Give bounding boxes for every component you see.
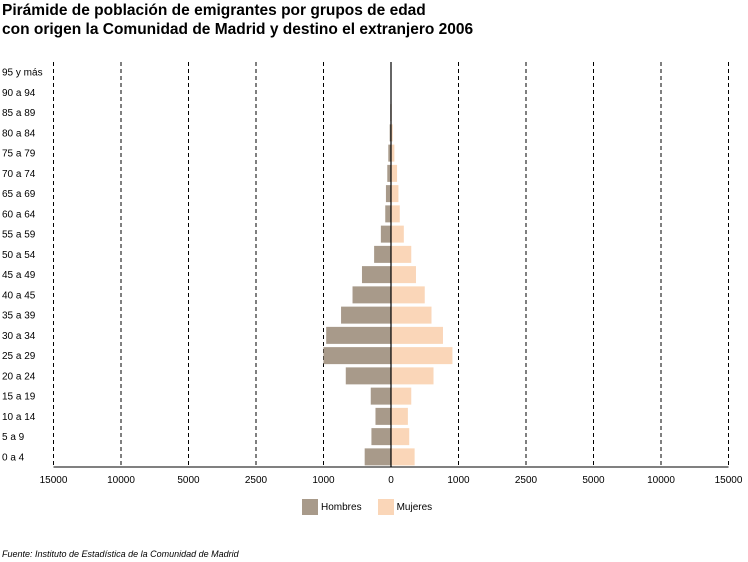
bar-hombres — [352, 286, 391, 304]
age-group-label: 15 a 19 — [2, 392, 36, 403]
age-group-label: 30 a 34 — [2, 331, 36, 342]
bar-mujeres — [391, 367, 434, 385]
chart-legend: Hombres Mujeres — [302, 499, 448, 515]
population-pyramid-chart: 15000 10000 5000 2500 1000 0 1000 2500 5000 10000… — [2, 62, 743, 486]
bar-hombres — [375, 407, 391, 425]
bar-mujeres — [391, 205, 400, 223]
legend-item-mujeres: Mujeres — [377, 499, 433, 515]
x-tick-label: 10000 — [107, 475, 135, 486]
bar-hombres — [364, 448, 391, 466]
bar-hombres — [361, 266, 391, 284]
bar-hombres — [389, 124, 391, 142]
source-note: Fuente: Instituto de Estadística de la C… — [2, 549, 239, 559]
age-group-label: 85 a 89 — [2, 108, 36, 119]
labels-layer: 15000 10000 5000 2500 1000 0 1000 2500 5000 10000… — [2, 68, 743, 486]
bar-mujeres — [391, 407, 408, 425]
bar-mujeres — [391, 185, 399, 203]
x-tick-label: 1000 — [312, 475, 335, 486]
age-group-label: 35 a 39 — [2, 311, 36, 322]
chart-title-line-2: con origen la Comunidad de Madrid y dest… — [2, 21, 474, 38]
age-group-label: 40 a 45 — [2, 290, 36, 301]
legend-label-hombres: Hombres — [321, 501, 362, 513]
age-group-label: 20 a 24 — [2, 371, 36, 382]
bar-hombres — [326, 326, 391, 344]
x-tick-label: 2500 — [245, 475, 268, 486]
bar-mujeres — [391, 164, 398, 182]
bar-hombres — [323, 347, 391, 365]
age-group-label: 5 a 9 — [2, 432, 25, 443]
bar-hombres — [388, 144, 391, 162]
legend-swatch-mujeres — [377, 499, 394, 515]
x-tick-label: 15000 — [715, 475, 743, 486]
age-group-label: 0 a 4 — [2, 452, 25, 463]
bar-mujeres — [391, 306, 432, 324]
axis-layer — [53, 62, 729, 468]
bar-mujeres — [391, 144, 395, 162]
age-group-label: 60 a 64 — [2, 209, 36, 220]
grid-layer — [53, 62, 729, 467]
x-tick-label: 15000 — [40, 475, 68, 486]
age-group-label: 50 a 54 — [2, 250, 36, 261]
age-group-label: 70 a 74 — [2, 169, 36, 180]
bar-mujeres — [391, 428, 410, 446]
age-group-label: 95 y más — [2, 68, 43, 79]
x-tick-label: 5000 — [582, 475, 605, 486]
x-tick-label: 2500 — [515, 475, 538, 486]
bar-hombres — [380, 225, 391, 243]
bar-hombres — [370, 387, 391, 405]
age-group-label: 25 a 29 — [2, 351, 36, 362]
chart-title: Pirámide de población de emigrantes por … — [2, 1, 473, 39]
bar-hombres — [385, 205, 391, 223]
bar-mujeres — [391, 347, 453, 365]
bars-layer — [323, 104, 453, 466]
x-tick-label: 1000 — [447, 475, 470, 486]
age-group-label: 45 a 49 — [2, 270, 36, 281]
bar-hombres — [374, 245, 391, 263]
bar-mujeres — [391, 225, 404, 243]
chart-title-line-1: Pirámide de población de emigrantes por … — [2, 2, 426, 19]
bar-hombres — [385, 185, 391, 203]
bar-mujeres — [391, 387, 412, 405]
bar-hombres — [345, 367, 391, 385]
age-group-label: 10 a 14 — [2, 412, 36, 423]
bar-hombres — [371, 428, 391, 446]
age-group-label: 75 a 79 — [2, 149, 36, 160]
legend-swatch-hombres — [302, 499, 318, 515]
age-group-label: 65 a 69 — [2, 189, 36, 200]
legend-item-hombres: Hombres — [302, 499, 362, 515]
bar-hombres — [387, 164, 391, 182]
x-tick-label: 5000 — [177, 475, 200, 486]
x-tick-label: 0 — [388, 475, 394, 486]
age-group-label: 55 a 59 — [2, 230, 36, 241]
bar-mujeres — [391, 326, 443, 344]
bar-mujeres — [391, 266, 416, 284]
x-tick-label: 10000 — [647, 475, 675, 486]
bar-mujeres — [391, 124, 393, 142]
bar-mujeres — [391, 448, 415, 466]
bar-mujeres — [391, 245, 412, 263]
bar-hombres — [341, 306, 391, 324]
legend-label-mujeres: Mujeres — [396, 501, 433, 513]
age-group-label: 90 a 94 — [2, 88, 36, 99]
age-group-label: 80 a 84 — [2, 128, 36, 139]
bar-mujeres — [391, 286, 425, 304]
